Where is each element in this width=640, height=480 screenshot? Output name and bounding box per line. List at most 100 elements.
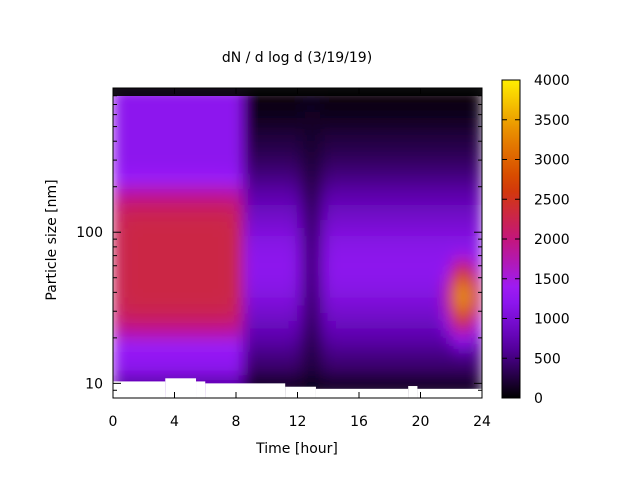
heatmap-cell [189, 157, 199, 166]
heatmap-cell [174, 118, 183, 128]
heatmap-cell [204, 242, 214, 252]
heatmap-cell [220, 103, 229, 112]
heatmap-cell [235, 196, 245, 205]
heatmap-cell [443, 366, 452, 376]
heatmap-cell [435, 351, 445, 360]
heatmap-cell [373, 196, 383, 205]
heatmap-cell [189, 320, 199, 329]
heatmap-cell [150, 126, 160, 135]
heatmap-cell [420, 320, 429, 329]
heatmap-cell [466, 374, 475, 383]
heatmap-cell [350, 281, 360, 290]
heatmap-cell [297, 203, 306, 213]
heatmap-cell [273, 126, 283, 135]
heatmap-cell [335, 327, 345, 337]
heatmap-cell [113, 157, 122, 166]
heatmap-cell [181, 335, 191, 345]
heatmap-cell [166, 327, 175, 337]
heatmap-cell [135, 258, 145, 267]
heatmap-cell [327, 180, 337, 190]
heatmap-cell [197, 126, 206, 135]
heatmap-cell [135, 335, 145, 345]
heatmap-cell [204, 289, 214, 298]
heatmap-cell [304, 242, 314, 252]
heatmap-cell [396, 351, 406, 360]
heatmap-cell [473, 366, 482, 376]
heatmap-cell [297, 180, 306, 190]
heatmap-cell [289, 172, 298, 182]
heatmap-cell [220, 157, 229, 166]
heatmap-cell [420, 172, 429, 182]
heatmap-cell [273, 134, 283, 143]
heatmap-cell [166, 366, 175, 376]
heatmap-cell [420, 227, 429, 236]
heatmap-cell [243, 374, 252, 383]
heatmap-cell [120, 327, 129, 337]
heatmap-cell [197, 304, 206, 314]
heatmap-cell [443, 258, 452, 267]
heatmap-cell [135, 203, 145, 213]
heatmap-cell [373, 304, 383, 314]
heatmap-cell [189, 343, 199, 352]
heatmap-cell [343, 335, 352, 345]
heatmap-cell [127, 134, 137, 143]
heatmap-cell [273, 320, 283, 329]
heatmap-cell [289, 242, 298, 252]
heatmap-cell [343, 234, 352, 244]
heatmap-cell [243, 227, 252, 236]
heatmap-cell [358, 211, 368, 221]
heatmap-cell [174, 196, 183, 205]
heatmap-cell [366, 273, 375, 283]
no-data-region [165, 378, 197, 398]
heatmap-cell [243, 172, 252, 182]
heatmap-cell [143, 304, 152, 314]
heatmap-cell [281, 374, 291, 383]
heatmap-cell [304, 227, 314, 236]
heatmap-cell [358, 296, 368, 306]
heatmap-cell [404, 304, 414, 314]
heatmap-cell [204, 103, 214, 112]
heatmap-cell [281, 304, 291, 314]
heatmap-cell [297, 188, 306, 197]
heatmap-cell [335, 304, 345, 314]
heatmap-cell [381, 382, 391, 391]
heatmap-cell [281, 126, 291, 135]
heatmap-cell [473, 211, 482, 221]
heatmap-cell [174, 289, 183, 298]
heatmap-cell [212, 258, 222, 267]
heatmap-cell [366, 358, 375, 368]
heatmap-cell [420, 180, 429, 190]
heatmap-cell [343, 188, 352, 197]
heatmap-cell [389, 258, 398, 267]
heatmap-cell [327, 219, 337, 228]
heatmap-cell [127, 358, 137, 368]
heatmap-cell [350, 250, 360, 259]
heatmap-cell [204, 134, 214, 143]
heatmap-cell [312, 273, 322, 283]
heatmap-cell [420, 234, 429, 244]
heatmap-cell [212, 273, 222, 283]
heatmap-cell [396, 103, 406, 112]
heatmap-cell [289, 265, 298, 275]
heatmap-cell [335, 234, 345, 244]
heatmap-cell [127, 281, 137, 290]
heatmap-cell [443, 343, 452, 352]
heatmap-cell [458, 382, 468, 391]
heatmap-cell [458, 335, 468, 345]
x-tick-label: 4 [170, 414, 179, 430]
heatmap-cell [404, 289, 414, 298]
heatmap-cell [404, 196, 414, 205]
heatmap-cell [197, 180, 206, 190]
heatmap-cell [412, 126, 421, 135]
heatmap-cell [150, 103, 160, 112]
heatmap-cell [343, 219, 352, 228]
heatmap-cell [366, 110, 375, 120]
heatmap-cell [158, 281, 168, 290]
heatmap-cell [220, 358, 229, 368]
heatmap-cell [373, 141, 383, 151]
heatmap-cell [143, 250, 152, 259]
heatmap-cell [404, 165, 414, 174]
heatmap-cell [235, 366, 245, 376]
heatmap-cell [435, 203, 445, 213]
